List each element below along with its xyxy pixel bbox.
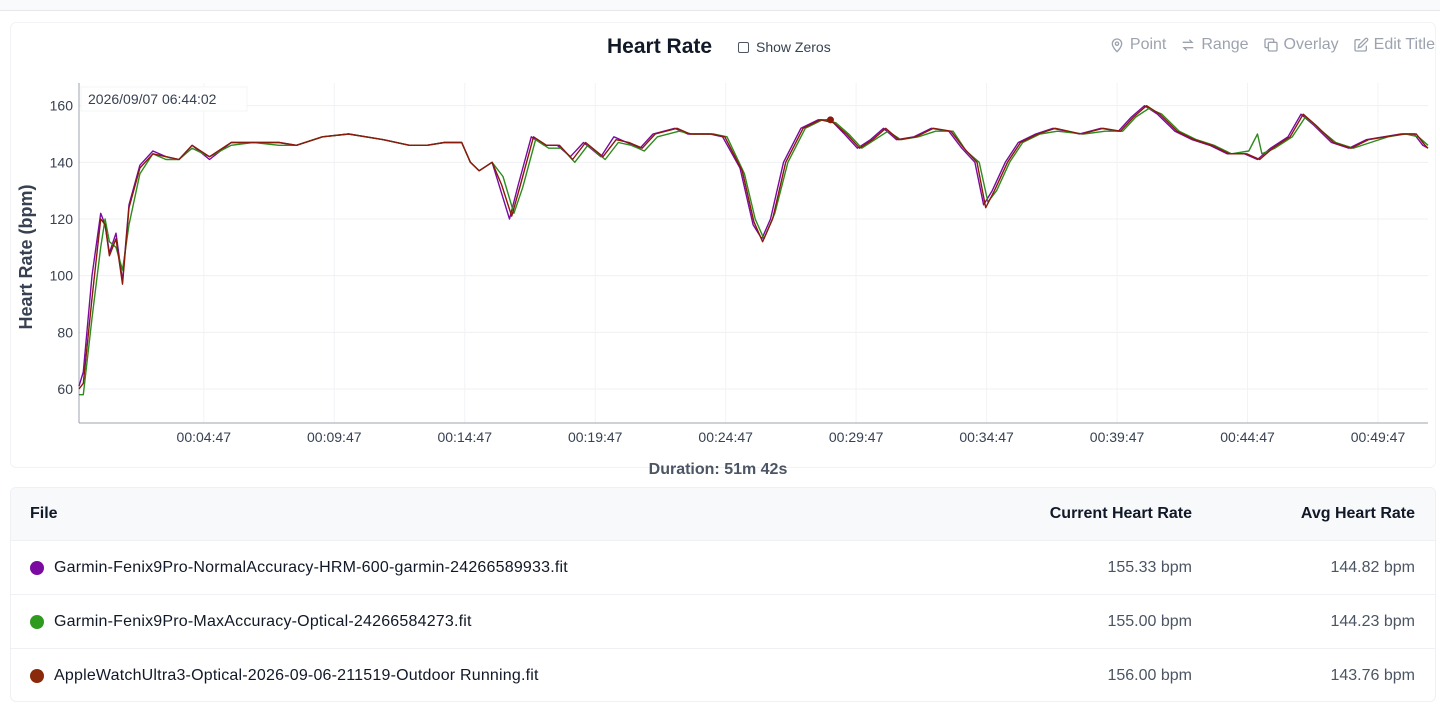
files-table: File Current Heart Rate Avg Heart Rate G… xyxy=(10,487,1436,702)
y-tick-label: 80 xyxy=(57,324,73,340)
avg-heart-rate: 144.82 bpm xyxy=(1330,558,1415,576)
series-color-dot xyxy=(30,560,44,575)
top-bar xyxy=(0,0,1440,11)
file-name: AppleWatchUltra3-Optical-2026-09-06-2115… xyxy=(54,666,539,684)
x-tick-label: 00:09:47 xyxy=(307,429,362,445)
chart-header: Heart Rate Show Zeros Point Range Overla… xyxy=(11,23,1435,75)
range-button[interactable]: Range xyxy=(1180,36,1249,54)
series-color-dot xyxy=(30,668,44,683)
tooltip-box xyxy=(80,86,248,112)
series-line-1 xyxy=(78,105,1429,387)
avg-heart-rate: 143.76 bpm xyxy=(1330,666,1415,684)
y-axis-label: Heart Rate (bpm) xyxy=(16,184,36,329)
table-row[interactable]: Garmin-Fenix9Pro-NormalAccuracy-HRM-600-… xyxy=(11,541,1435,595)
overlay-label: Overlay xyxy=(1283,36,1339,53)
show-zeros-toggle[interactable]: Show Zeros xyxy=(738,39,831,55)
hover-marker xyxy=(826,116,834,124)
duration-label: Duration: 51m 42s xyxy=(648,461,788,478)
table-row[interactable]: AppleWatchUltra3-Optical-2026-09-06-2115… xyxy=(11,649,1435,701)
x-tick-label: 00:39:47 xyxy=(1090,429,1145,445)
file-name: Garmin-Fenix9Pro-MaxAccuracy-Optical-242… xyxy=(54,612,472,630)
x-tick-label: 00:04:47 xyxy=(177,429,232,445)
header-avg-heart-rate: Avg Heart Rate xyxy=(1300,505,1415,522)
x-tick-label: 00:24:47 xyxy=(698,429,753,445)
file-name: Garmin-Fenix9Pro-NormalAccuracy-HRM-600-… xyxy=(54,558,568,576)
x-tick-label: 00:34:47 xyxy=(959,429,1014,445)
series-color-dot xyxy=(30,614,44,629)
map-pin-icon xyxy=(1111,38,1123,53)
x-tick-label: 00:14:47 xyxy=(437,429,492,445)
current-heart-rate: 155.00 bpm xyxy=(1107,612,1192,630)
copy-icon xyxy=(1263,38,1278,52)
show-zeros-checkbox[interactable] xyxy=(738,41,749,53)
chart-title: Heart Rate xyxy=(607,35,713,58)
y-tick-label: 140 xyxy=(50,154,74,170)
x-tick-label: 00:19:47 xyxy=(568,429,623,445)
chart-toolbar: Point Range Overlay Edit Title xyxy=(1109,36,1435,54)
edit-title-button[interactable]: Edit Title xyxy=(1353,36,1435,54)
x-tick-label: 00:29:47 xyxy=(829,429,884,445)
point-button[interactable]: Point xyxy=(1109,36,1166,54)
current-heart-rate: 156.00 bpm xyxy=(1107,666,1192,684)
header-current-heart-rate: Current Heart Rate xyxy=(1049,505,1192,522)
heart-rate-chart[interactable]: 60 80 100 120 140 160 00:04:47 00:09:47 00:14:47… xyxy=(11,75,1435,465)
arrows-swap-icon xyxy=(1182,39,1194,51)
table-header: File Current Heart Rate Avg Heart Rate xyxy=(11,488,1435,541)
series-line-3 xyxy=(78,105,1429,390)
y-tick-label: 120 xyxy=(50,211,74,227)
table-row[interactable]: Garmin-Fenix9Pro-MaxAccuracy-Optical-242… xyxy=(11,595,1435,649)
x-tick-label: 00:44:47 xyxy=(1220,429,1275,445)
range-label: Range xyxy=(1201,36,1249,53)
current-heart-rate: 155.33 bpm xyxy=(1107,558,1192,576)
edit-title-label: Edit Title xyxy=(1373,36,1435,53)
y-tick-label: 60 xyxy=(57,381,73,397)
avg-heart-rate: 144.23 bpm xyxy=(1330,612,1415,630)
tooltip-timestamp: 2026/09/07 06:44:02 xyxy=(88,91,217,107)
pencil-edit-icon xyxy=(1353,37,1369,52)
overlay-button[interactable]: Overlay xyxy=(1263,36,1339,54)
y-tick-label: 100 xyxy=(50,268,74,284)
show-zeros-label: Show Zeros xyxy=(756,39,831,55)
point-label: Point xyxy=(1129,36,1167,53)
x-tick-label: 00:49:47 xyxy=(1351,429,1406,445)
chart-card: Heart Rate Show Zeros Point Range Overla… xyxy=(10,22,1436,468)
header-file: File xyxy=(30,505,58,522)
y-tick-label: 160 xyxy=(50,98,74,114)
